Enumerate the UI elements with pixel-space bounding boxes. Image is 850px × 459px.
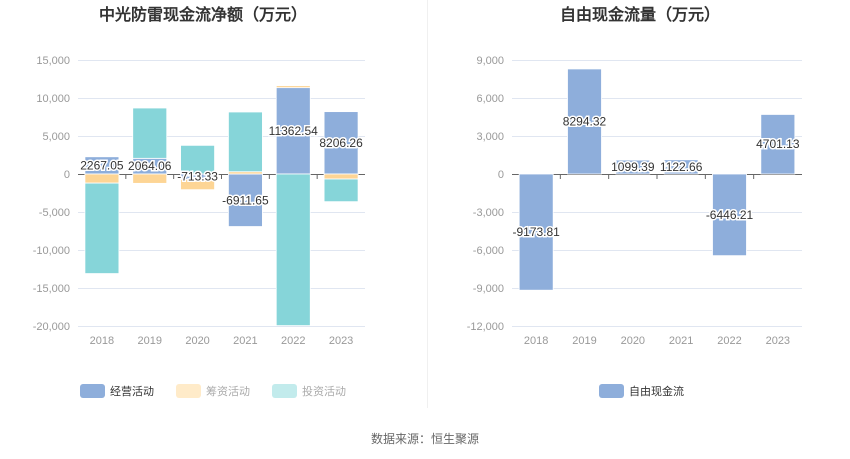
y-tick-label: 0 xyxy=(64,169,70,181)
data-label: -713.33 xyxy=(177,170,218,184)
x-tick-label: 2020 xyxy=(185,335,209,347)
bar-自由现金流-2019[interactable] xyxy=(567,68,602,175)
x-tick-label: 2018 xyxy=(90,335,114,347)
data-label: 2267.05 xyxy=(80,158,124,172)
bar-筹资活动-2022[interactable] xyxy=(275,85,311,89)
y-tick-label: 5,000 xyxy=(42,131,70,143)
bar-筹资活动-2023[interactable] xyxy=(323,173,359,180)
bar-自由现金流-2023[interactable] xyxy=(760,114,796,175)
left-chart-title: 中光防雷现金流净额（万元） xyxy=(99,5,307,24)
legend-item[interactable]: 投资活动 xyxy=(302,384,346,398)
legend-item[interactable]: 筹资活动 xyxy=(206,384,250,398)
y-tick-label: 0 xyxy=(498,169,504,181)
data-label: -9173.81 xyxy=(512,225,560,239)
bar-筹资活动-2018[interactable] xyxy=(84,173,120,184)
y-tick-label: 6,000 xyxy=(476,93,504,105)
y-tick-label: 15,000 xyxy=(36,55,70,67)
right-chart-title: 自由现金流量（万元） xyxy=(560,5,720,24)
bar-自由现金流-2022[interactable] xyxy=(712,173,747,257)
y-tick-label: -12,000 xyxy=(467,321,504,333)
x-tick-label: 2019 xyxy=(572,335,596,347)
bar-经营活动-2021[interactable] xyxy=(228,173,263,227)
y-tick-label: 9,000 xyxy=(476,55,504,67)
bar-筹资活动-2020[interactable] xyxy=(180,179,215,191)
right-chart: 9,000 6,000 3,000 0 -3,000 -6,000 -9,000 -12,00… xyxy=(467,55,802,398)
bar-自由现金流-2021[interactable] xyxy=(663,159,699,175)
x-tick-label: 2022 xyxy=(281,335,305,347)
bar-投资活动-2023[interactable] xyxy=(323,178,359,203)
data-label: 8206.26 xyxy=(319,136,363,150)
left-chart: 15,000 10,000 5,000 0 -5,000 -10,000 -15,000 -2… xyxy=(33,55,365,398)
legend-item[interactable]: 自由现金流 xyxy=(629,384,684,398)
bar-投资活动-2021[interactable] xyxy=(228,111,263,173)
bar-投资活动-2018[interactable] xyxy=(84,182,120,274)
data-label: 1122.66 xyxy=(660,160,703,174)
legend-swatch[interactable] xyxy=(272,384,297,398)
x-tick-label: 2021 xyxy=(669,335,693,347)
y-tick-label: -10,000 xyxy=(33,245,70,257)
bar-自由现金流-2020[interactable] xyxy=(615,159,651,175)
bar-经营活动-2023[interactable] xyxy=(323,111,359,175)
data-label: 4701.13 xyxy=(756,137,800,151)
x-tick-label: 2023 xyxy=(766,335,790,347)
legend-swatch[interactable] xyxy=(176,384,201,398)
y-tick-label: -9,000 xyxy=(473,283,504,295)
data-label: -6446.21 xyxy=(706,208,754,222)
x-tick-label: 2022 xyxy=(717,335,741,347)
y-tick-label: -15,000 xyxy=(33,283,70,295)
y-tick-label: 3,000 xyxy=(476,131,504,143)
bar-投资活动-2020[interactable] xyxy=(180,144,215,175)
data-source: 数据来源：恒生聚源 xyxy=(371,431,479,446)
data-label: -6911.65 xyxy=(222,193,269,207)
data-label: 11362.54 xyxy=(269,124,318,138)
bar-投资活动-2022[interactable] xyxy=(275,173,311,327)
legend-item[interactable]: 经营活动 xyxy=(110,384,154,398)
x-tick-label: 2020 xyxy=(621,335,645,347)
y-tick-label: 10,000 xyxy=(36,93,70,105)
data-label: 2064.06 xyxy=(128,159,172,173)
x-tick-label: 2018 xyxy=(524,335,548,347)
data-label: 1099.39 xyxy=(611,160,655,174)
y-tick-label: -5,000 xyxy=(39,207,70,219)
x-tick-label: 2021 xyxy=(233,335,257,347)
bar-筹资活动-2019[interactable] xyxy=(132,173,168,184)
y-tick-label: -6,000 xyxy=(473,245,504,257)
bar-自由现金流-2018[interactable] xyxy=(518,173,554,291)
x-tick-label: 2019 xyxy=(138,335,162,347)
y-tick-label: -3,000 xyxy=(473,207,504,219)
y-tick-label: -20,000 xyxy=(33,321,70,333)
x-tick-label: 2023 xyxy=(329,335,353,347)
legend-swatch[interactable] xyxy=(599,384,624,398)
bar-投资活动-2019[interactable] xyxy=(132,107,168,159)
legend-swatch[interactable] xyxy=(80,384,105,398)
data-label: 8294.32 xyxy=(563,114,607,128)
